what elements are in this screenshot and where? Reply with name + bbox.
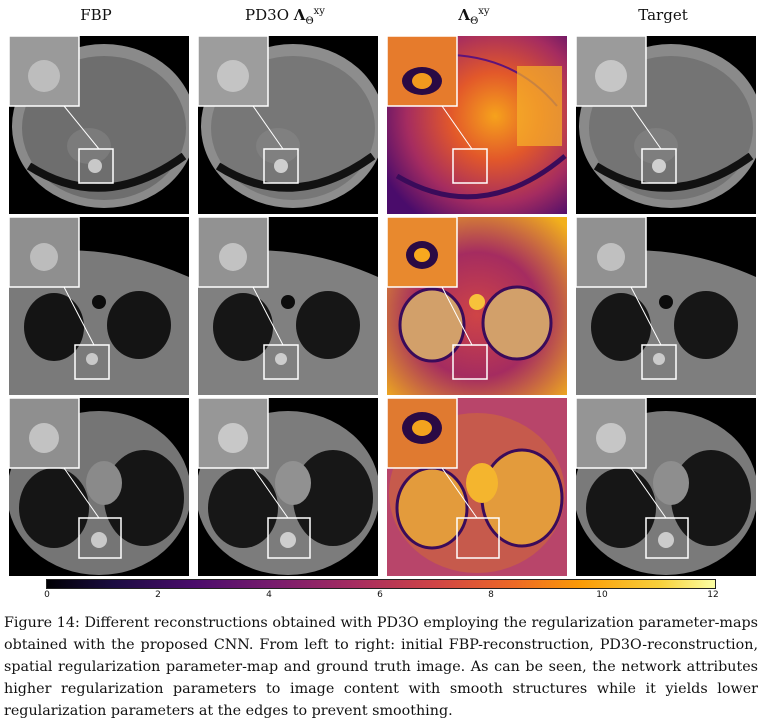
panel-r1-fbp bbox=[9, 36, 189, 214]
colorbar bbox=[46, 579, 716, 589]
figure-caption: Figure 14: Different reconstructions obt… bbox=[4, 615, 758, 719]
panel-r3-fbp bbox=[9, 398, 189, 576]
colorbar-tick: 2 bbox=[155, 590, 161, 600]
colorbar-tick: 6 bbox=[377, 590, 383, 600]
theta-subscript: Θ bbox=[305, 16, 314, 27]
panel-r2-lambda bbox=[387, 217, 567, 395]
panel-r1-pd3o bbox=[198, 36, 378, 214]
column-title-pd3o: PD3O ΛΘxy bbox=[195, 6, 375, 27]
panel-r1-lambda bbox=[387, 36, 567, 214]
column-title-fbp: FBP bbox=[6, 6, 186, 24]
panel-r2-target bbox=[576, 217, 756, 395]
panel-r2-fbp bbox=[9, 217, 189, 395]
column-title-pd3o-label: PD3O bbox=[245, 6, 290, 24]
panel-r2-pd3o bbox=[198, 217, 378, 395]
colorbar-tick: 0 bbox=[44, 590, 50, 600]
xy-superscript: xy bbox=[478, 6, 490, 17]
column-title-target: Target bbox=[573, 6, 753, 24]
colorbar-tick: 10 bbox=[596, 590, 608, 600]
lambda-symbol: Λ bbox=[458, 6, 471, 24]
column-title-fbp-label: FBP bbox=[80, 6, 112, 24]
column-title-target-label: Target bbox=[638, 6, 688, 24]
colorbar-tick: 8 bbox=[488, 590, 494, 600]
colorbar-tick: 4 bbox=[266, 590, 272, 600]
lambda-symbol: Λ bbox=[293, 6, 306, 24]
colorbar-tick: 12 bbox=[707, 590, 719, 600]
panel-r1-target bbox=[576, 36, 756, 214]
xy-superscript: xy bbox=[313, 6, 325, 17]
column-title-lambda: ΛΘxy bbox=[384, 6, 564, 27]
panel-r3-target bbox=[576, 398, 756, 576]
theta-subscript: Θ bbox=[470, 16, 479, 27]
panel-r3-lambda bbox=[387, 398, 567, 576]
panel-r3-pd3o bbox=[198, 398, 378, 576]
